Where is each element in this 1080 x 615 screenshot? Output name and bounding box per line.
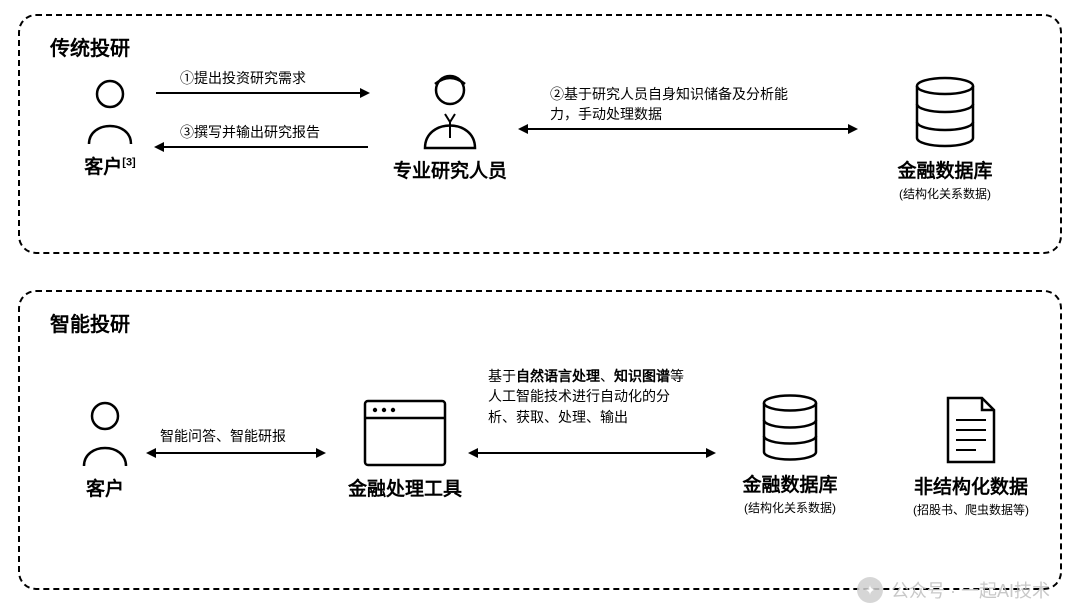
node-unstructured: 非结构化数据 (招股书、爬虫数据等) — [886, 394, 1056, 518]
db-label-bottom: 金融数据库 — [710, 470, 870, 497]
person-icon — [83, 78, 137, 146]
unstructured-label: 非结构化数据 — [886, 472, 1056, 499]
panel-intelligent: 智能投研 客户 金融处理工具 金融数据库 (结构化关系数据) — [18, 290, 1062, 590]
database-icon — [759, 394, 821, 464]
node-db-top: 金融数据库 (结构化关系数据) — [860, 76, 1030, 202]
node-client-top: 客户[3] — [60, 78, 160, 179]
person-icon — [78, 400, 132, 468]
panel-traditional: 传统投研 客户[3] 专业研究人员 金融数据库 (结构化关系数据) — [18, 14, 1062, 254]
watermark: ✦ 公众号 · 一起AI技术 — [857, 577, 1050, 603]
arrow-a3 — [156, 146, 368, 148]
panel-title-bottom: 智能投研 — [50, 308, 130, 337]
database-icon — [912, 76, 978, 150]
db-sub-bottom: (结构化关系数据) — [710, 499, 870, 516]
client-label-top: 客户[3] — [60, 152, 160, 179]
tool-label: 金融处理工具 — [320, 474, 490, 501]
node-client-bottom: 客户 — [60, 400, 150, 501]
arrow-b2-label: 基于自然语言处理、知识图谱等人工智能技术进行自动化的分析、获取、处理、输出 — [488, 366, 688, 427]
client-label-bottom: 客户 — [60, 474, 150, 501]
wechat-icon: ✦ — [857, 577, 883, 603]
unstructured-sub: (招股书、爬虫数据等) — [886, 501, 1056, 518]
watermark-text: 公众号 · 一起AI技术 — [891, 577, 1050, 603]
arrow-a1 — [156, 92, 368, 94]
arrow-a3-label: ③撰写并输出研究报告 — [180, 122, 320, 142]
db-sub-top: (结构化关系数据) — [860, 185, 1030, 202]
analyst-icon — [415, 70, 485, 150]
arrow-b1 — [148, 452, 324, 454]
arrow-a2 — [520, 128, 856, 130]
document-icon — [942, 394, 1000, 466]
arrow-a2-label: ②基于研究人员自身知识储备及分析能力，手动处理数据 — [550, 84, 800, 125]
node-analyst: 专业研究人员 — [370, 70, 530, 183]
arrow-a1-label: ①提出投资研究需求 — [180, 68, 306, 88]
analyst-label: 专业研究人员 — [370, 156, 530, 183]
arrow-b1-label: 智能问答、智能研报 — [160, 426, 286, 446]
window-icon — [362, 398, 448, 468]
db-label-top: 金融数据库 — [860, 156, 1030, 183]
panel-title-top: 传统投研 — [50, 32, 130, 61]
node-tool: 金融处理工具 — [320, 398, 490, 501]
node-db-bottom: 金融数据库 (结构化关系数据) — [710, 394, 870, 516]
arrow-b2 — [470, 452, 714, 454]
